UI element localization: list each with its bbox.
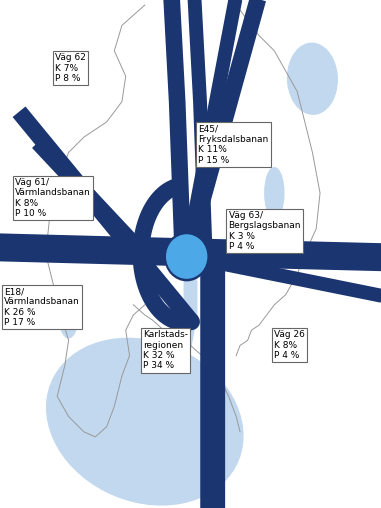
Ellipse shape	[288, 43, 337, 114]
Text: Väg 62
K 7%
P 8 %: Väg 62 K 7% P 8 %	[55, 53, 86, 83]
Ellipse shape	[46, 338, 243, 505]
Ellipse shape	[165, 232, 209, 280]
Ellipse shape	[59, 292, 78, 338]
Ellipse shape	[265, 168, 284, 218]
Text: E18/
Värmlandsbanan
K 26 %
P 17 %: E18/ Värmlandsbanan K 26 % P 17 %	[4, 287, 80, 327]
Text: E45/
Fryksdalsbanan
K 11%
P 15 %: E45/ Fryksdalsbanan K 11% P 15 %	[198, 124, 268, 165]
Text: Väg 63/
Bergslagsbanan
K 3 %
P 4 %: Väg 63/ Bergslagsbanan K 3 % P 4 %	[229, 211, 301, 251]
Text: Väg 26
K 8%
P 4 %: Väg 26 K 8% P 4 %	[274, 330, 305, 360]
Text: Karlstads-
regionen
K 32 %
P 34 %: Karlstads- regionen K 32 % P 34 %	[143, 330, 188, 370]
Text: Väg 61/
Värmlandsbanan
K 8%
P 10 %: Väg 61/ Värmlandsbanan K 8% P 10 %	[15, 178, 91, 218]
Ellipse shape	[167, 235, 207, 278]
